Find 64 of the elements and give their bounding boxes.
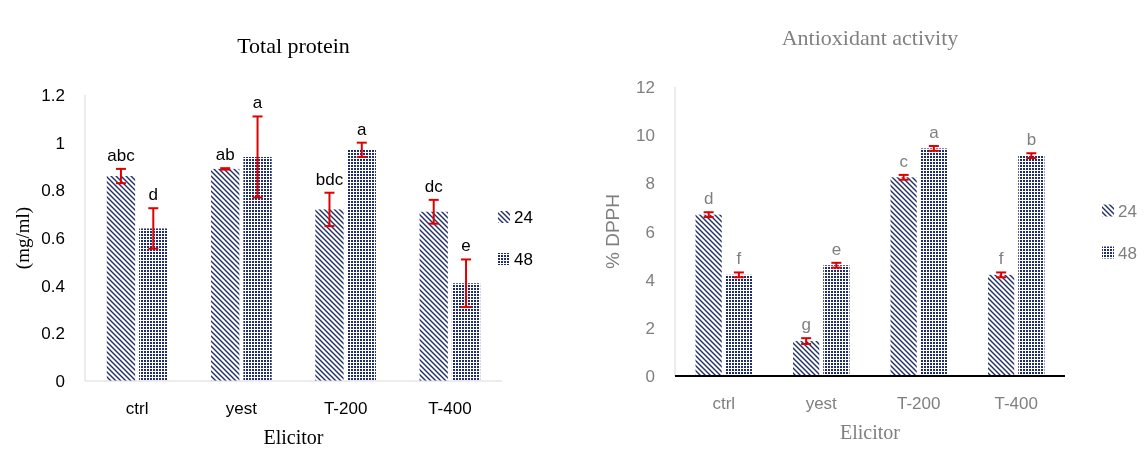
bar: [451, 283, 481, 381]
legend-label: 48: [1118, 243, 1137, 263]
x-axis-title: Elicitor: [263, 426, 324, 448]
chart-title: Antioxidant activity: [781, 25, 959, 50]
data-label: f: [736, 249, 742, 269]
legend-label: 48: [514, 250, 533, 269]
data-label: a: [357, 119, 368, 139]
data-label: f: [998, 249, 1004, 269]
bar: [695, 214, 722, 376]
data-label: e: [831, 239, 842, 259]
y-tick-label: 0: [645, 367, 655, 386]
x-tick-label: ctrl: [125, 399, 149, 418]
legend-label: 24: [514, 208, 533, 227]
bar: [419, 211, 448, 381]
chart-title: Total protein: [237, 33, 350, 58]
data-label: d: [703, 189, 714, 209]
legend-label: 24: [1118, 201, 1137, 221]
x-tick-label: T-400: [994, 394, 1038, 413]
x-tick-label: ctrl: [712, 394, 736, 413]
bar: [920, 148, 947, 376]
data-label: a: [252, 93, 263, 113]
y-tick-label: 2: [645, 318, 655, 338]
x-tick-label: T-200: [897, 394, 941, 413]
y-axis-title: (mg/ml): [12, 206, 34, 270]
y-axis-title: % DPPH: [602, 194, 623, 269]
x-tick-label: T-400: [428, 399, 472, 418]
data-label: b: [1026, 130, 1037, 150]
bar: [106, 176, 136, 381]
bar: [988, 274, 1015, 376]
data-label: bdc: [315, 169, 344, 189]
y-tick-label: 6: [645, 222, 655, 242]
data-label: d: [148, 185, 159, 205]
y-tick-label: 1.2: [41, 86, 65, 105]
data-label: abc: [107, 145, 136, 165]
bar: [1018, 155, 1045, 376]
y-tick-label: 8: [645, 174, 655, 194]
x-tick-label: T-200: [323, 399, 368, 418]
data-label: g: [801, 315, 811, 335]
y-tick-label: 0: [55, 372, 65, 391]
bar: [243, 156, 272, 381]
data-label: ab: [215, 145, 235, 165]
x-tick-label: yest: [225, 399, 258, 418]
bar: [823, 265, 850, 376]
bar: [725, 274, 752, 376]
y-tick-label: 1: [55, 133, 65, 153]
x-axis-title: Elicitor: [840, 421, 901, 443]
data-label: e: [461, 236, 471, 256]
y-tick-label: 10: [636, 126, 655, 146]
y-tick-label: 0.2: [41, 324, 65, 344]
y-tick-label: 12: [636, 78, 655, 97]
data-label: a: [929, 123, 940, 142]
bar: [890, 177, 917, 376]
bar: [793, 341, 820, 376]
x-tick-label: yest: [805, 394, 838, 413]
bar: [139, 228, 168, 381]
bar: [211, 168, 240, 381]
y-tick-label: 0.8: [41, 181, 65, 201]
bar: [315, 209, 344, 381]
y-tick-label: 4: [645, 270, 655, 290]
y-tick-label: 0.6: [41, 229, 65, 248]
data-label: dc: [424, 176, 444, 196]
data-label: c: [899, 151, 909, 171]
y-tick-label: 0.4: [41, 276, 65, 296]
bar: [347, 149, 376, 381]
